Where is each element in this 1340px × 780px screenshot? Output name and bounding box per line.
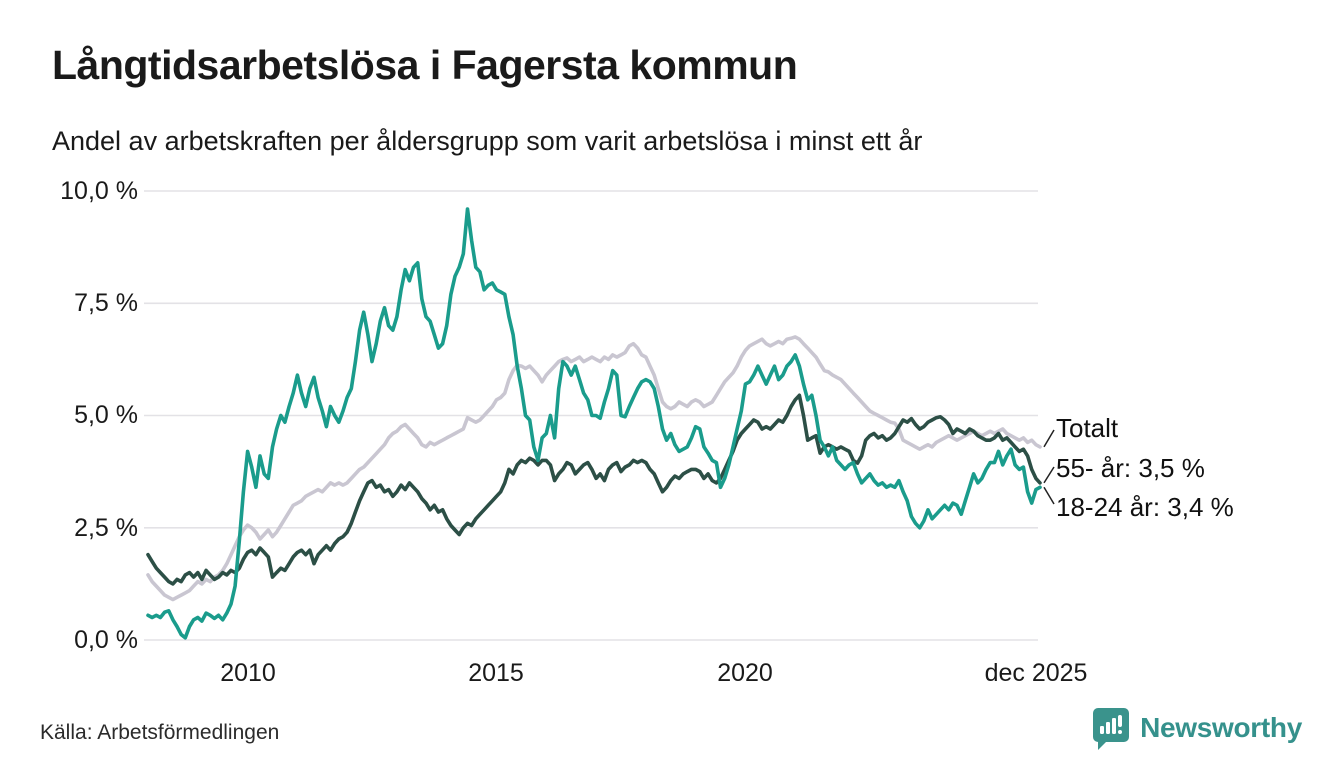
x-axis-tick-2020: 2020 xyxy=(717,659,773,687)
y-axis-tick-10: 10,0 % xyxy=(60,177,138,205)
brand-name: Newsworthy xyxy=(1140,712,1302,743)
page-title: Långtidsarbetslösa i Fagersta kommun xyxy=(52,42,798,88)
series-label-totalt: Totalt xyxy=(1056,413,1119,443)
y-axis-tick-0: 0,0 % xyxy=(74,626,138,654)
x-axis-tick-2010: 2010 xyxy=(220,659,276,687)
series-label-18-24: 18-24 år: 3,4 % xyxy=(1056,492,1234,522)
newsworthy-logo: Newsworthy xyxy=(1091,706,1302,750)
y-axis-tick-7-5: 7,5 % xyxy=(74,289,138,317)
bar-chart-speech-bubble-icon xyxy=(1091,706,1131,750)
y-axis-tick-2-5: 2,5 % xyxy=(74,514,138,542)
chart-subtitle: Andel av arbetskraften per åldersgrupp s… xyxy=(52,126,923,156)
x-axis-tick-dec-2025: dec 2025 xyxy=(984,659,1088,687)
series-label-55: 55- år: 3,5 % xyxy=(1056,453,1205,483)
x-axis-tick-2015: 2015 xyxy=(468,659,524,687)
source-note: Källa: Arbetsförmedlingen xyxy=(40,721,280,744)
y-axis-tick-5: 5,0 % xyxy=(74,401,138,429)
